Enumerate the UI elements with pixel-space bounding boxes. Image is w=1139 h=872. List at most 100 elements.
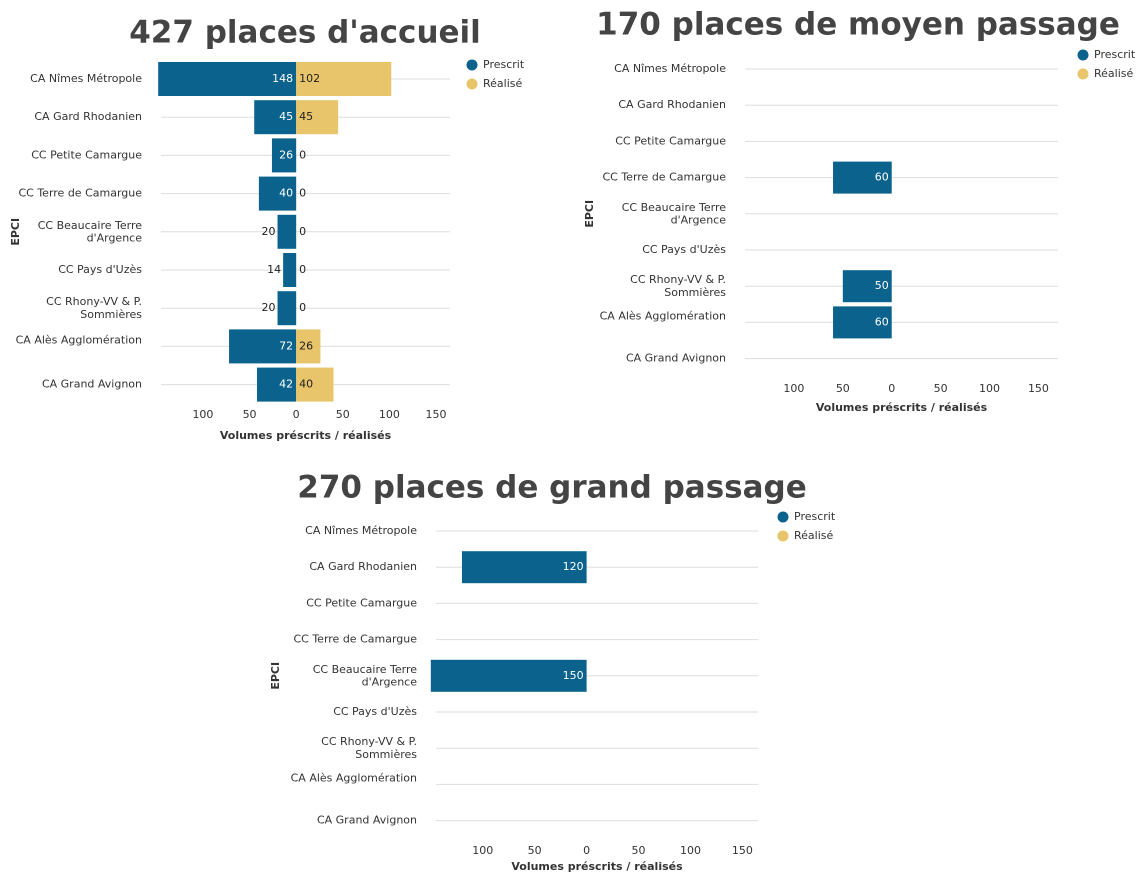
x-tick-label: 150: [426, 408, 447, 421]
x-axis-title: Volumes préscrits / réalisés: [816, 401, 988, 414]
data-label: 102: [299, 72, 320, 85]
data-label: 45: [299, 110, 313, 123]
data-label: 120: [563, 560, 584, 573]
x-tick-label: 50: [528, 844, 542, 857]
x-axis-title: Volumes préscrits / réalisés: [220, 429, 392, 442]
data-label: 40: [299, 378, 313, 391]
x-tick-label: 50: [632, 844, 646, 857]
data-label: 45: [279, 110, 293, 123]
category-label: CC Rhony-VV & P. Sommières: [630, 273, 726, 299]
x-tick-label: 50: [243, 408, 257, 421]
x-tick-label: 0: [583, 844, 590, 857]
category-label: CA Gard Rhodanien: [309, 560, 417, 573]
x-tick-label: 100: [680, 844, 701, 857]
data-label: 150: [563, 669, 584, 682]
category-label: CA Grand Avignon: [626, 352, 726, 365]
legend-swatch: [466, 78, 478, 90]
bar: [277, 214, 297, 249]
legend-label: Réalisé: [794, 529, 834, 542]
data-label: 26: [279, 148, 293, 161]
x-tick-label: 100: [783, 382, 804, 395]
data-label: 0: [299, 148, 306, 161]
x-axis-title: Volumes préscrits / réalisés: [511, 860, 683, 872]
category-label: CC Pays d'Uzès: [642, 243, 726, 256]
bar: [257, 367, 297, 402]
category-label: CA Alès Agglomération: [291, 771, 417, 784]
x-tick-label: 100: [979, 382, 1000, 395]
bar: [833, 161, 892, 194]
category-label: CA Alès Agglomération: [600, 309, 726, 322]
x-tick-label: 150: [732, 844, 753, 857]
data-label: 148: [272, 72, 293, 85]
legend-swatch: [466, 59, 478, 71]
bar: [258, 176, 297, 211]
category-label: CC Rhony-VV & P. Sommières: [321, 735, 417, 761]
chart: CA Nîmes Métropole CA Gard Rhodanien CC Pe…: [583, 7, 1136, 415]
category-label: CA Gard Rhodanien: [618, 98, 726, 111]
x-tick-label: 100: [472, 844, 493, 857]
data-label: 0: [299, 263, 306, 276]
bar: [158, 62, 297, 96]
y-axis-title: EPCI: [269, 662, 282, 690]
category-label: CA Alès Agglomération: [16, 333, 142, 346]
legend-label: Réalisé: [483, 77, 523, 90]
data-label: 42: [279, 378, 293, 391]
legend-label: Prescrit: [1094, 48, 1136, 61]
category-label: CC Petite Camargue: [31, 148, 142, 161]
chart-title: 170 places de moyen passage: [596, 7, 1120, 43]
x-tick-label: 50: [836, 382, 850, 395]
category-label: CA Grand Avignon: [317, 814, 417, 827]
data-label: 60: [875, 171, 889, 184]
category-label: CC Pays d'Uzès: [333, 705, 417, 718]
bar: [296, 100, 339, 135]
x-tick-label: 100: [379, 408, 400, 421]
category-label: CC Petite Camargue: [615, 134, 726, 147]
x-tick-label: 150: [1028, 382, 1049, 395]
y-axis-title: EPCI: [583, 200, 596, 228]
x-tick-label: 0: [293, 408, 300, 421]
legend-swatch: [777, 511, 789, 523]
x-tick-label: 50: [336, 408, 350, 421]
category-label: CC Beaucaire Terre d'Argence: [313, 663, 418, 689]
data-label: 14: [267, 263, 281, 276]
legend-swatch: [1077, 49, 1089, 61]
bar: [430, 659, 587, 692]
x-tick-label: 50: [934, 382, 948, 395]
chart: CA Nîmes Métropole CA Gard Rhodanien CC Pe…: [9, 15, 525, 443]
category-label: CC Beaucaire Terre d'Argence: [622, 201, 727, 227]
data-label: 0: [299, 301, 306, 314]
bar: [277, 291, 297, 326]
x-tick-label: 0: [888, 382, 895, 395]
category-label: CC Petite Camargue: [306, 596, 417, 609]
category-label: CC Pays d'Uzès: [58, 263, 142, 276]
legend-label: Prescrit: [483, 58, 525, 71]
category-label: CC Terre de Camargue: [18, 187, 142, 200]
bar: [229, 329, 297, 364]
bar: [254, 100, 297, 135]
data-label: 0: [299, 187, 306, 200]
legend-swatch: [1077, 68, 1089, 80]
data-label: 26: [299, 339, 313, 352]
category-label: CC Terre de Camargue: [602, 171, 726, 184]
chart-title: 270 places de grand passage: [297, 470, 807, 506]
legend-label: Réalisé: [1094, 67, 1134, 80]
data-label: 40: [279, 187, 293, 200]
legend-label: Prescrit: [794, 510, 836, 523]
data-label: 50: [875, 279, 889, 292]
data-label: 0: [299, 225, 306, 238]
y-axis-title: EPCI: [9, 218, 22, 246]
bar: [461, 551, 587, 584]
category-label: CA Gard Rhodanien: [34, 110, 142, 123]
bar: [296, 62, 392, 96]
chart-title: 427 places d'accueil: [129, 15, 481, 51]
bar: [296, 329, 321, 364]
category-label: CA Nîmes Métropole: [305, 524, 417, 537]
data-label: 20: [262, 225, 276, 238]
bar: [842, 270, 892, 303]
bar: [271, 138, 297, 173]
category-label: CC Rhony-VV & P. Sommières: [46, 295, 142, 321]
data-label: 60: [875, 315, 889, 328]
bar: [833, 306, 892, 339]
category-label: CC Beaucaire Terre d'Argence: [38, 219, 143, 245]
